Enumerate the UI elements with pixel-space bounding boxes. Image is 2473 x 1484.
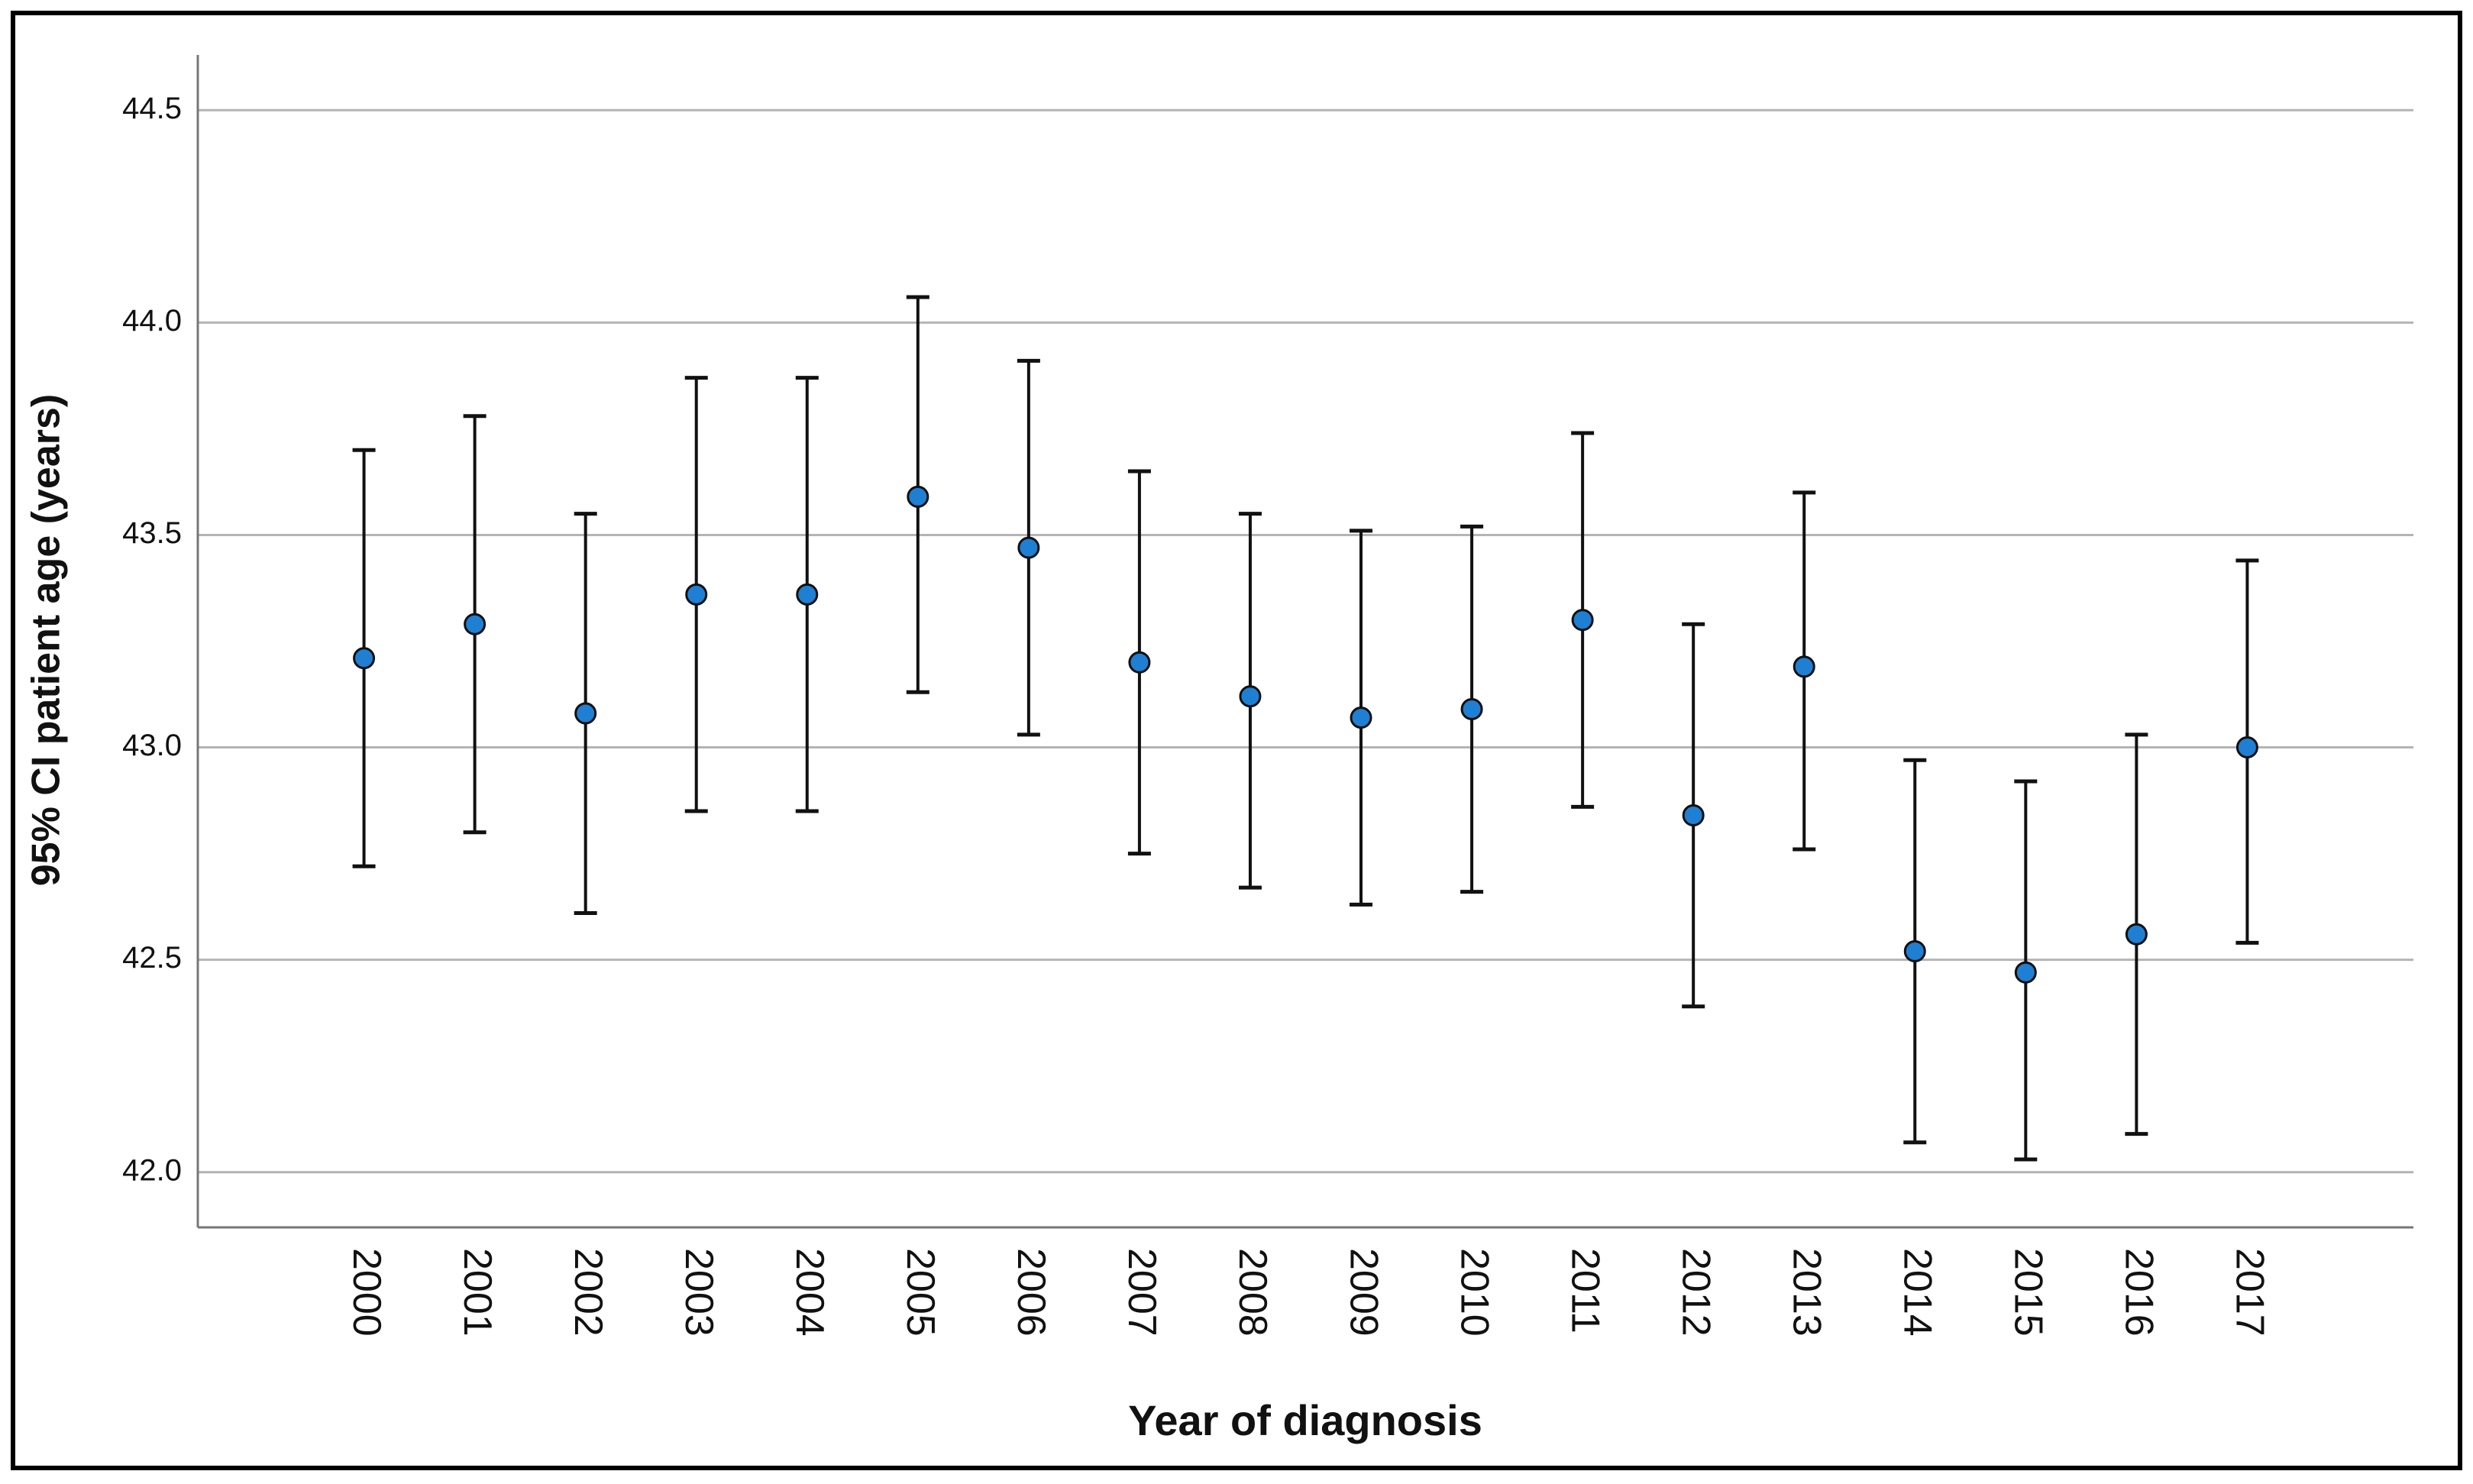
x-tick-label: 2000 (344, 1248, 389, 1337)
mean-marker (1571, 609, 1594, 632)
x-tick-label: 2005 (898, 1248, 942, 1337)
x-tick-label: 2001 (455, 1248, 499, 1337)
x-tick-label: 2008 (1230, 1248, 1275, 1337)
mean-marker (2235, 736, 2258, 759)
y-tick-label: 43.5 (122, 516, 182, 550)
x-tick-label: 2003 (677, 1248, 721, 1337)
mean-marker (1793, 655, 1815, 678)
x-tick-label: 2010 (1452, 1248, 1496, 1337)
mean-marker (574, 702, 597, 725)
y-tick-label: 43.0 (122, 729, 182, 762)
mean-marker (907, 485, 929, 508)
mean-marker (1350, 706, 1372, 729)
mean-marker (796, 583, 819, 606)
y-tick-label: 44.5 (122, 92, 182, 125)
mean-marker (1460, 697, 1483, 720)
x-tick-label: 2015 (2006, 1248, 2051, 1337)
x-tick-label: 2017 (2228, 1248, 2272, 1337)
mean-marker (1128, 651, 1151, 674)
y-tick-label: 44.0 (122, 304, 182, 338)
x-tick-label: 2002 (566, 1248, 610, 1337)
mean-marker (353, 647, 376, 670)
mean-marker (464, 613, 487, 635)
y-tick-label: 42.5 (122, 941, 182, 975)
x-axis-title: Year of diagnosis (1128, 1396, 1482, 1444)
mean-marker (1239, 685, 1262, 708)
mean-marker (2014, 961, 2037, 984)
x-tick-label: 2007 (1120, 1248, 1164, 1337)
x-tick-label: 2004 (787, 1248, 832, 1337)
x-tick-label: 2013 (1784, 1248, 1828, 1337)
mean-marker (1017, 536, 1040, 559)
y-axis-title: 95% CI patient age (years) (24, 394, 69, 886)
y-tick-label: 42.0 (122, 1153, 182, 1187)
x-tick-label: 2011 (1563, 1248, 1607, 1334)
x-tick-label: 2014 (1896, 1248, 1940, 1337)
mean-marker (2125, 923, 2148, 946)
mean-marker (1682, 804, 1705, 827)
mean-marker (1903, 939, 1926, 962)
x-tick-label: 2012 (1673, 1248, 1718, 1337)
mean-marker (685, 583, 708, 606)
frame (11, 11, 2462, 1470)
x-tick-label: 2006 (1009, 1248, 1053, 1337)
x-tick-label: 2016 (2117, 1248, 2161, 1337)
x-tick-label: 2009 (1341, 1248, 1385, 1337)
